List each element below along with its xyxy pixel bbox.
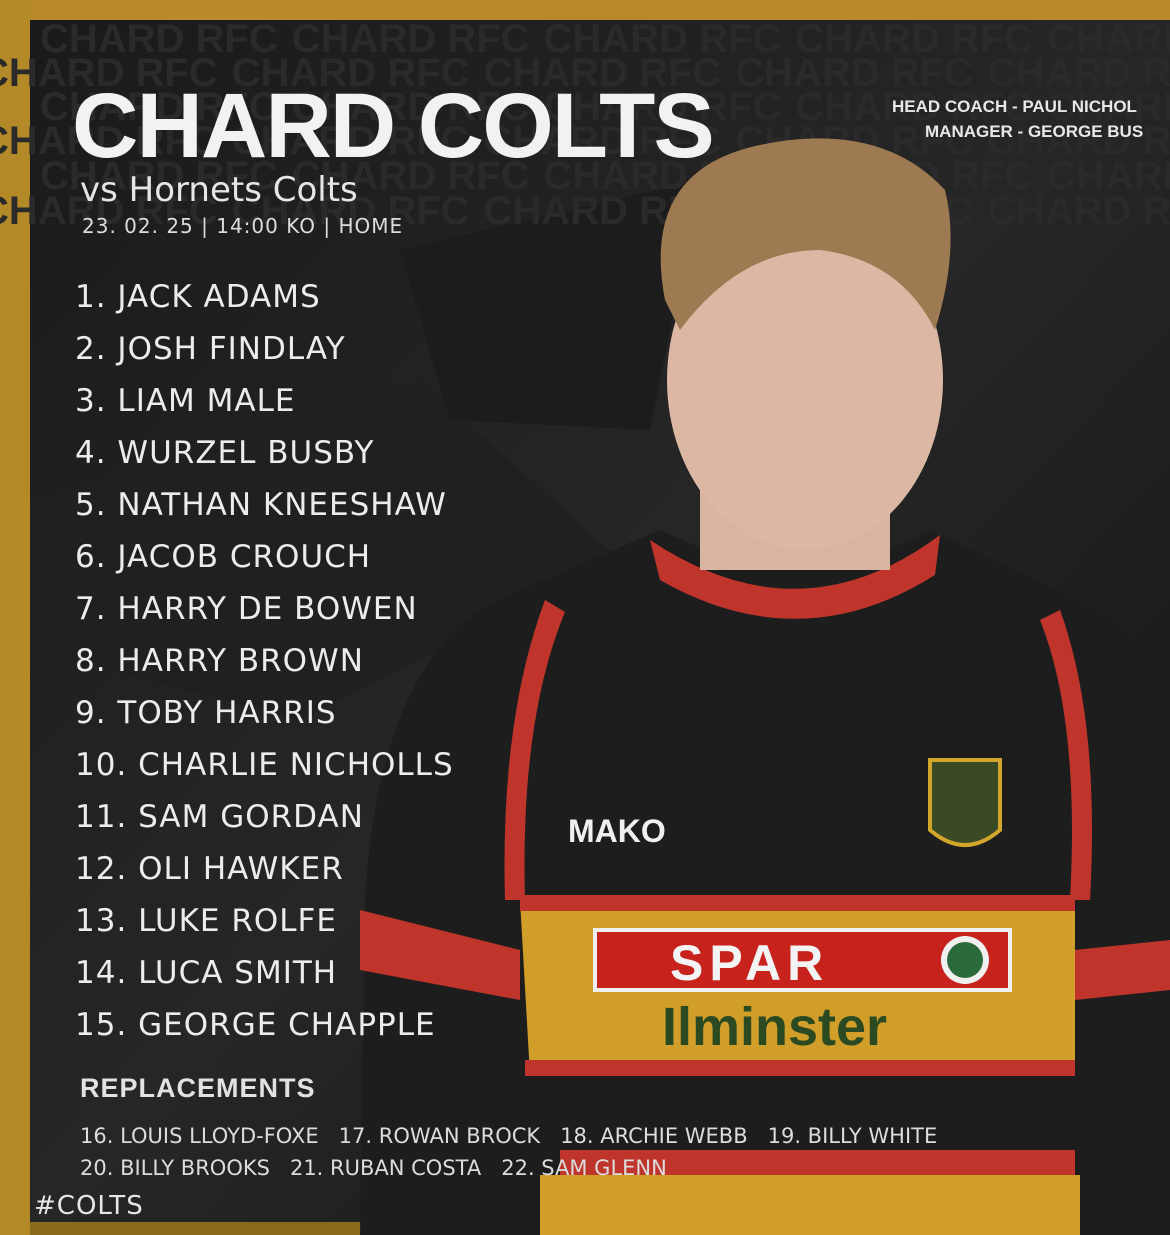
match-details: 23. 02. 25 | 14:00 KO | HOME bbox=[82, 214, 403, 238]
player-name: 10. CHARLIE NICHOLLS bbox=[75, 747, 454, 783]
hashtag: #COLTS bbox=[34, 1191, 144, 1221]
top-pattern bbox=[0, 0, 1170, 20]
watermark: CHARD RFC CHARD RFC CHARD RFC CHARD RFC CHAR… bbox=[40, 85, 1170, 129]
player-name: 6. JACOB CROUCH bbox=[75, 539, 371, 575]
replacement-name: 21. RUBAN COSTA bbox=[290, 1156, 482, 1180]
kit-brand: MAKO bbox=[568, 813, 666, 849]
watermark-word: CHARD RFC bbox=[1047, 154, 1170, 198]
watermark-word: CHARD RFC bbox=[735, 51, 973, 95]
player-name: 7. HARRY DE BOWEN bbox=[75, 591, 418, 627]
watermark-word: CHARD RFC bbox=[292, 17, 530, 61]
watermark-word: CHARD RFC bbox=[40, 154, 278, 198]
watermark-word: CHARD RFC bbox=[484, 119, 722, 163]
watermark: CHARD RFC CHARD RFC CHARD RFC CHARD RFC CHAR… bbox=[0, 51, 1170, 95]
player-name: 12. OLI HAWKER bbox=[75, 851, 344, 887]
starting-list: 1. JACK ADAMS 2. JOSH FINDLAY 3. LIAM MALE… bbox=[75, 279, 454, 1043]
watermark-word: CHARD RFC bbox=[0, 189, 218, 233]
watermark-word: CHARD RFC bbox=[795, 17, 1033, 61]
player-name: 2. JOSH FINDLAY bbox=[75, 331, 346, 367]
replacements-heading: REPLACEMENTS bbox=[80, 1073, 316, 1103]
replacement-row: 20. BILLY BROOKS 21. RUBAN COSTA 22. SAM G… bbox=[80, 1156, 667, 1180]
watermark-word: CHARD RFC bbox=[232, 189, 470, 233]
player-name: 9. TOBY HARRIS bbox=[75, 695, 337, 731]
player-name: 5. NATHAN KNEESHAW bbox=[75, 487, 447, 523]
player-name: 11. SAM GORDAN bbox=[75, 799, 364, 835]
watermark-word: CHARD RFC bbox=[987, 189, 1170, 233]
bg-shard bbox=[30, 380, 620, 720]
sponsor-town: Ilminster bbox=[662, 997, 887, 1057]
staff: MANAGER - GEORGE BUS bbox=[925, 122, 1143, 141]
bg-shard bbox=[400, 180, 700, 430]
player-name: 3. LIAM MALE bbox=[75, 383, 295, 419]
watermark-word: CHARD RFC bbox=[987, 119, 1170, 163]
watermark-word: CHARD RFC bbox=[1047, 17, 1170, 61]
player-name: 4. WURZEL BUSBY bbox=[75, 435, 374, 471]
replacement-row: 16. LOUIS LLOYD-FOXE 17. ROWAN BROCK 18. A… bbox=[80, 1124, 937, 1148]
watermark-word: CHARD RFC bbox=[1047, 85, 1170, 129]
watermark-word: CHARD RFC bbox=[232, 51, 470, 95]
watermark-word: CHARD RFC bbox=[795, 85, 1033, 129]
watermark-word: CHARD RFC bbox=[987, 51, 1170, 95]
replacements-list: 16. LOUIS LLOYD-FOXE 17. ROWAN BROCK 18. A… bbox=[80, 1124, 937, 1180]
watermark: CHARD RFC CHARD RFC CHARD RFC CHARD RFC CHAR… bbox=[40, 17, 1170, 61]
watermark-word: CHARD RFC bbox=[0, 119, 218, 163]
watermark-word: CHARD RFC bbox=[40, 17, 278, 61]
replacement-name: 16. LOUIS LLOYD-FOXE bbox=[80, 1124, 319, 1148]
left-pattern bbox=[0, 0, 30, 1235]
opponent: vs Hornets Colts bbox=[80, 170, 358, 210]
player-name: 15. GEORGE CHAPPLE bbox=[75, 1007, 436, 1043]
replacement-name: 20. BILLY BROOKS bbox=[80, 1156, 270, 1180]
replacement-name: 22. SAM GLENN bbox=[501, 1156, 667, 1180]
player-name: 13. LUKE ROLFE bbox=[75, 903, 337, 939]
replacement-name: 18. ARCHIE WEBB bbox=[560, 1124, 747, 1148]
sponsor: SPAR bbox=[670, 935, 829, 991]
watermark-word: CHARD RFC bbox=[232, 119, 470, 163]
watermark-word: CHARD RFC bbox=[544, 85, 782, 129]
player-name: 14. LUCA SMITH bbox=[75, 955, 337, 991]
replacement-name: 19. BILLY WHITE bbox=[768, 1124, 938, 1148]
staff: HEAD COACH - PAUL NICHOL bbox=[892, 97, 1137, 116]
player-name: 8. HARRY BROWN bbox=[75, 643, 364, 679]
watermark-word: CHARD RFC bbox=[40, 85, 278, 129]
replacement-name: 17. ROWAN BROCK bbox=[339, 1124, 542, 1148]
watermark-word: CHARD RFC bbox=[0, 51, 218, 95]
player-name: 1. JACK ADAMS bbox=[75, 279, 321, 315]
player-photo bbox=[360, 138, 1170, 1235]
watermark-word: CHARD RFC bbox=[544, 17, 782, 61]
watermark-word: CHARD RFC bbox=[292, 85, 530, 129]
watermark-word: CHARD RFC bbox=[484, 51, 722, 95]
title: CHARD COLTS bbox=[72, 75, 713, 177]
watermark-word: CHARD RFC bbox=[292, 154, 530, 198]
